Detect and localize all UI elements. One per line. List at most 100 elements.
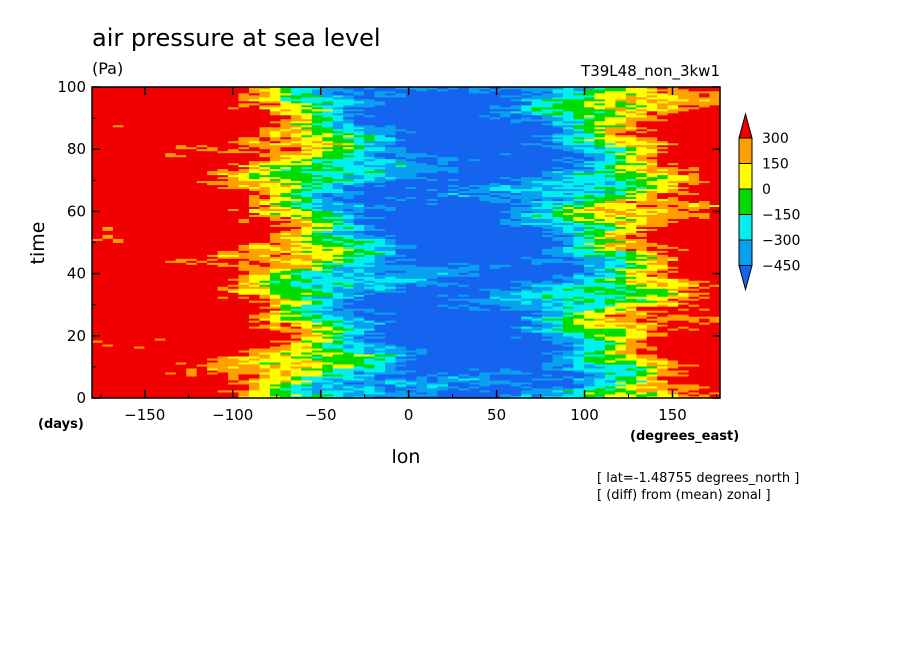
heatmap-cell [636,104,648,108]
heatmap-cell [563,160,574,164]
heatmap-cell [353,310,365,313]
heatmap-cell [259,176,281,180]
heatmap-cell [280,248,292,251]
heatmap-cell [259,186,271,190]
heatmap-cell [552,356,564,359]
heatmap-cell [510,384,522,387]
heatmap-cell [552,276,574,279]
heatmap-cell [625,342,648,345]
heatmap-cell [364,130,396,134]
heatmap-cell [594,242,606,245]
heatmap-cell [332,194,355,198]
heatmap-cell [343,320,355,323]
heatmap-cell [290,87,323,90]
heatmap-cell [458,294,470,297]
heatmap-cell [489,296,501,299]
heatmap-cell [563,394,585,397]
heatmap-cell [332,282,344,285]
heatmap-cell [92,390,218,393]
heatmap-cell [290,308,334,311]
heatmap-cell [353,284,375,287]
heatmap-cell [353,102,386,106]
heatmap-cell [269,196,292,200]
heatmap-cell [385,144,543,148]
heatmap-cell [92,342,292,345]
heatmap-cell [301,194,313,198]
heatmap-cell [594,144,606,148]
heatmap-cell [636,382,648,385]
heatmap-cell [542,214,553,217]
heatmap-cell [280,302,313,305]
heatmap-cell [667,100,721,104]
heatmap-cell [322,336,344,339]
heatmap-cell [667,362,679,365]
heatmap-cell [604,306,627,309]
heatmap-cell [678,258,721,261]
heatmap-cell [458,378,480,381]
heatmap-cell [92,244,239,247]
heatmap-cell [280,260,313,263]
heatmap-cell [332,210,344,213]
heatmap-cell [186,372,198,375]
heatmap-cell [311,128,334,132]
heatmap-cell [573,312,616,315]
heatmap-cell [542,188,585,192]
heatmap-cell [301,208,313,211]
heatmap-cell [615,208,627,211]
heatmap-cell [269,168,281,172]
heatmap-cell [374,292,491,295]
heatmap-cell [500,104,512,108]
heatmap-cell [636,148,658,152]
heatmap-cell [447,372,480,375]
heatmap-cell [594,170,616,174]
colorbar-label: −150 [762,208,800,224]
heatmap-cell [625,106,637,110]
heatmap-cell [636,394,658,397]
heatmap-cell [510,208,553,211]
heatmap-cell [468,188,491,192]
heatmap-cell [332,296,355,299]
heatmap-cell [290,354,313,357]
heatmap-cell [625,226,637,229]
heatmap-cell [364,164,396,168]
heatmap-cell [604,260,627,263]
heatmap-cell [343,270,355,273]
heatmap-cell [280,362,292,365]
heatmap-cell [500,87,564,90]
heatmap-cell [552,136,564,140]
heatmap-cell [269,134,281,138]
heatmap-cell [332,340,344,343]
heatmap-cell [269,224,313,227]
heatmap-cell [583,280,595,283]
heatmap-cell [542,198,553,202]
heatmap-cell [615,244,627,247]
heatmap-cell [228,106,239,110]
heatmap-cell [468,184,501,188]
heatmap-cell [615,186,627,190]
heatmap-cell [657,256,679,259]
heatmap-cell [175,372,187,375]
heatmap-cell [500,94,522,98]
heatmap-cell [615,238,648,241]
heatmap-cell [311,160,323,164]
heatmap-cell [311,332,323,335]
heatmap-cell [332,102,355,106]
heatmap-cell [301,92,313,96]
heatmap-cell [217,150,260,154]
heatmap-cell [573,208,585,211]
heatmap-cell [92,110,271,114]
heatmap-cell [280,100,292,104]
heatmap-cell [699,174,721,178]
heatmap-cell [583,190,616,194]
heatmap-cell [269,186,302,190]
heatmap-cell [416,376,428,379]
heatmap-cell [269,374,281,377]
heatmap-cell [636,298,648,301]
heatmap-cell [521,218,553,221]
heatmap-cell [322,344,344,347]
heatmap-cell [688,208,700,211]
heatmap-cell [385,358,396,361]
heatmap-cell [102,340,271,343]
heatmap-cell [353,336,365,339]
heatmap-cell [301,136,323,140]
